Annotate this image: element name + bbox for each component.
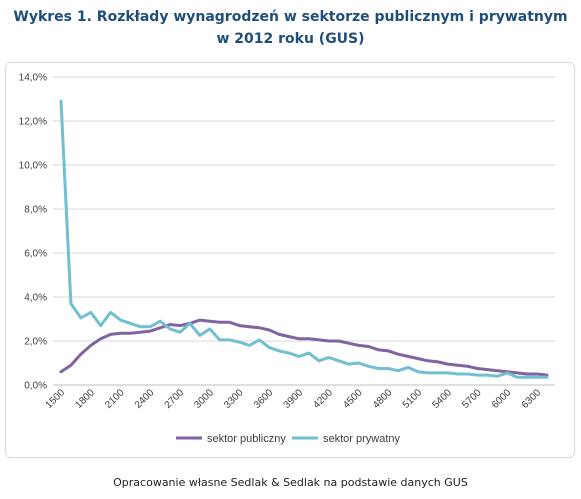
x-tick-label: 4800 xyxy=(371,387,395,411)
x-tick-label: 3600 xyxy=(252,387,276,411)
x-tick-label: 4200 xyxy=(311,387,335,411)
source-note: Opracowanie własne Sedlak & Sedlak na po… xyxy=(113,476,468,489)
x-tick-label: 2700 xyxy=(163,387,187,411)
y-tick-label: 12,0% xyxy=(19,117,47,128)
x-tick-label: 3300 xyxy=(222,387,246,411)
x-tick-label: 1500 xyxy=(44,387,68,411)
x-tick-label: 4500 xyxy=(341,387,365,411)
x-tick-label: 6300 xyxy=(520,387,544,411)
x-tick-label: 5700 xyxy=(460,387,484,411)
title-line-1: Wykres 1. Rozkłady wynagrodzeń w sektorz… xyxy=(13,9,568,25)
title-line-2: w 2012 roku (GUS) xyxy=(216,31,365,47)
legend-label-public: sektor publiczny xyxy=(207,433,286,445)
x-tick-label: 3900 xyxy=(282,387,306,411)
y-tick-label: 2,0% xyxy=(24,337,47,348)
x-tick-label: 5100 xyxy=(401,387,425,411)
x-tick-label: 2400 xyxy=(133,387,157,411)
chart-frame xyxy=(5,62,575,458)
chart-svg: 0,0% 2,0% 4,0% 6,0% 8,0% 10,0% 12,0% 14,0% 1500 1… xyxy=(19,73,555,445)
y-tick-label: 6,0% xyxy=(24,249,47,260)
y-tick-label: 0,0% xyxy=(24,381,47,392)
y-tick-label: 10,0% xyxy=(19,161,47,172)
series-line-public xyxy=(59,318,549,377)
legend-label-private: sektor prywatny xyxy=(323,433,401,445)
series-line-private xyxy=(59,99,549,379)
chart-title: Wykres 1. Rozkłady wynagrodzeń w sektorz… xyxy=(0,6,581,50)
x-tick-label: 5400 xyxy=(430,387,454,411)
y-tick-label: 14,0% xyxy=(19,73,47,84)
y-tick-label: 4,0% xyxy=(24,293,47,304)
x-tick-label: 3000 xyxy=(192,387,216,411)
x-tick-label: 1800 xyxy=(73,387,97,411)
x-tick-label: 2100 xyxy=(103,387,127,411)
x-tick-label: 6000 xyxy=(490,387,514,411)
y-tick-label: 8,0% xyxy=(24,205,47,216)
